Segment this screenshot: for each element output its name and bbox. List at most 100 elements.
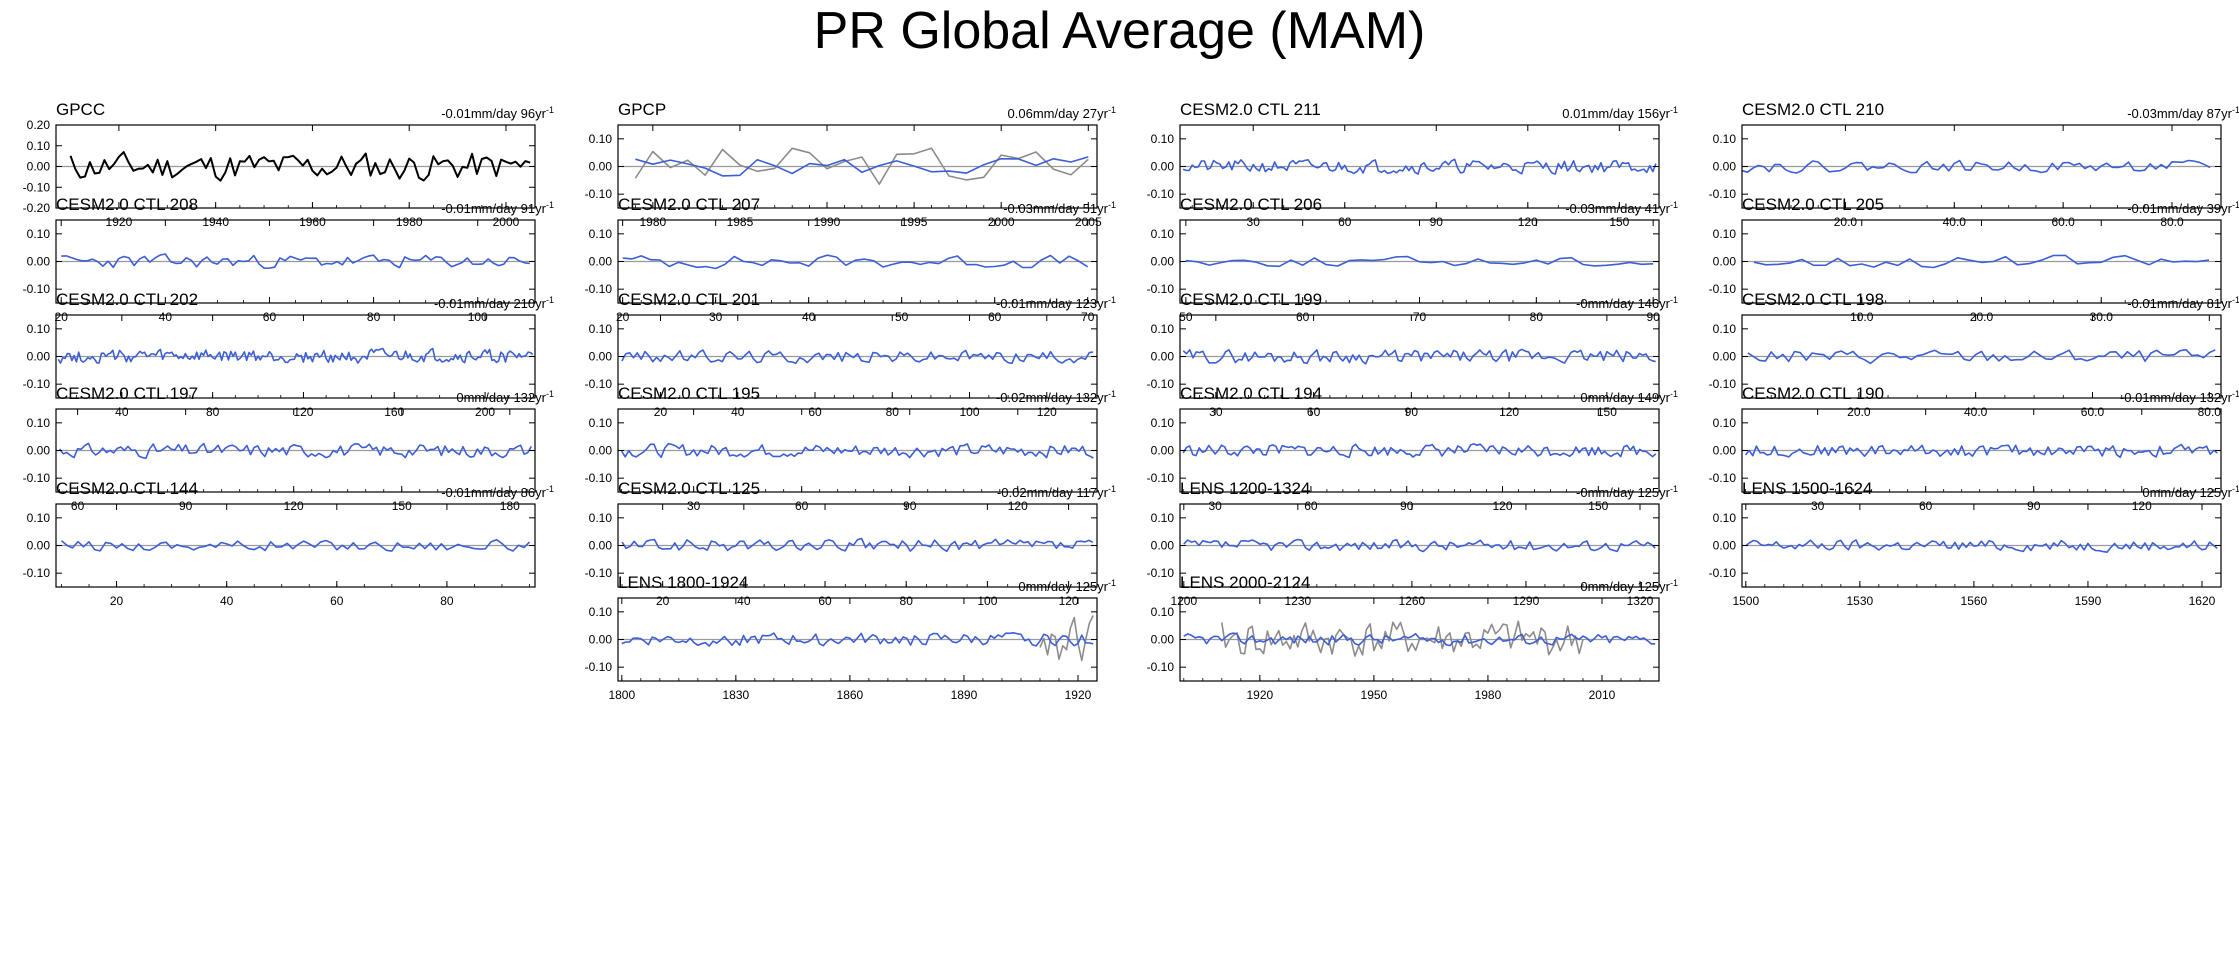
trend-label: 0mm/day 149yr-1 [1580,384,1678,408]
chart-panel: 0.10 0.00 -0.10 20 30 40 50 60 70 CESM2.0 CTL 207… [562,195,1124,325]
panel-title: CESM2.0 CTL 205 [1742,195,1885,214]
panel-plot: 0.10 0.00 -0.10 20 40 60 80 100 [23,219,536,324]
trend-unit: mm/day [463,390,514,405]
y-tick-label: -0.10 [1709,377,1737,391]
y-tick-label: -0.10 [1147,187,1175,201]
x-tick-label: 1980 [1475,688,1502,702]
panel-title: CESM2.0 CTL 194 [1180,384,1323,403]
trend-label: 0mm/day 125yr-1 [2142,479,2239,503]
trend-suffix: yr [535,296,546,311]
x-tick-label: 1980 [396,215,423,229]
y-tick-label: -0.10 [23,282,51,296]
x-tick-label: 120 [2132,499,2152,513]
x-tick-label: 40 [220,594,234,608]
trend-exponent: -1 [545,200,554,210]
trend-suffix: yr [1659,296,1670,311]
chart-panel: 0.10 0.00 -0.10 20 40 60 80 100 120 CESM2.0 CTL 1… [562,479,1124,609]
y-tick-label: -0.10 [1147,471,1175,485]
obs-overlay-line [634,147,1089,185]
panel-title: CESM2.0 CTL 125 [618,479,761,498]
y-tick-label: -0.10 [585,566,613,580]
panel-title: GPCP [618,100,667,119]
panel-plot: 0.10 0.00 -0.10 1500 1530 1560 1590 1620 [1709,503,2222,608]
trend-suffix: yr [1097,106,1108,121]
trend-label: -0.01mm/day 86yr-1 [441,479,554,503]
y-tick-label: 0.10 [1713,322,1737,336]
model-series-line [60,538,531,552]
trend-span: 117 [1076,485,1098,500]
trend-span: 87 [2206,106,2222,121]
y-tick-label: -0.10 [23,377,51,391]
y-tick-label: 0.10 [1713,511,1737,525]
trend-suffix: yr [2221,390,2232,405]
x-tick-label: 60 [1304,499,1318,513]
x-tick-label: 1860 [837,688,864,702]
x-tick-label: 30 [1811,499,1825,513]
y-tick-label: 0.10 [1151,132,1175,146]
y-tick-label: -0.10 [585,282,613,296]
trend-label: 0mm/day 125yr-1 [1018,573,1116,597]
model-series-line [1185,255,1654,268]
chart-panel: 0.10 0.00 -0.10 30 60 90 120 CESM2.0 CTL 195 -0.… [562,384,1124,514]
chart-panel: 0.10 0.00 -0.10 60 90 120 150 180 CESM2.0 CTL 19… [0,384,562,514]
y-tick-label: 0.10 [1713,132,1737,146]
y-tick-label: -0.10 [585,660,613,674]
y-tick-label: -0.10 [1147,282,1175,296]
chart-panel: 0.10 0.00 -0.10 10.0 20.0 30.0 CESM2.0 CTL 205… [1686,195,2239,325]
panel-title: CESM2.0 CTL 202 [56,290,199,309]
trend-label: -0.01mm/day 123yr-1 [996,290,1116,314]
x-tick-label: 30 [687,499,701,513]
model-series-line [1182,348,1656,365]
trend-suffix: yr [1659,201,1670,216]
y-tick-label: 0.00 [589,444,613,458]
y-tick-label: 0.10 [589,227,613,241]
x-tick-label: 120 [1493,499,1513,513]
y-tick-label: 0.00 [27,444,51,458]
trend-unit: mm/day [2156,201,2207,216]
y-tick-label: -0.10 [1147,660,1175,674]
panel-plot: 0.10 0.00 -0.10 20.0 40.0 60.0 80.0 [1709,124,2222,229]
x-tick-label: 20.0 [1834,215,1858,229]
trend-exponent: -1 [545,389,554,399]
trend-label: -0.03mm/day 87yr-1 [2127,100,2239,124]
trend-exponent: -1 [1669,105,1678,115]
trend-label: -0.01mm/day 81yr-1 [2127,290,2239,314]
panel-plot: 0.10 0.00 -0.10 1920 1950 1980 2010 [1147,597,1660,702]
x-tick-label: 40 [802,310,816,324]
panel-title: CESM2.0 CTL 201 [618,290,761,309]
x-tick-label: 2000 [493,215,520,229]
x-tick-label: 60 [1296,310,1310,324]
trend-label: -0.01mm/day 96yr-1 [441,100,554,124]
y-tick-label: -0.10 [1147,377,1175,391]
chart-panel: 0.10 0.00 -0.10 1500 1530 1560 1590 1620 LENS 15… [1686,479,2239,609]
trend-value: -0.01 [2127,201,2157,216]
trend-exponent: -1 [2231,200,2239,210]
chart-panel: 0.10 0.00 -0.10 1200 1230 1260 1290 1320 LENS 12… [1124,479,1686,609]
chart-panel: 0.10 0.00 -0.10 30 60 90 120 150 CESM2.0 CTL 199… [1124,290,1686,420]
trend-label: 0.01mm/day 156yr-1 [1562,100,1678,124]
x-tick-label: 1890 [951,688,978,702]
x-tick-label: 90 [179,499,193,513]
y-tick-label: 0.10 [27,322,51,336]
panel-title: CESM2.0 CTL 206 [1180,195,1323,214]
trend-exponent: -1 [1669,295,1678,305]
trend-suffix: yr [2221,106,2232,121]
x-tick-label: 90 [1400,499,1414,513]
trend-value: 0 [1018,579,1026,594]
trend-unit: mm/day [470,201,521,216]
model-series-line [57,347,534,364]
y-tick-label: 0.00 [1713,539,1737,553]
y-tick-label: 0.10 [1713,227,1737,241]
trend-suffix: yr [535,106,546,121]
panel-title: LENS 1200-1324 [1180,479,1311,498]
model-series-line [621,349,1094,365]
x-tick-label: 40.0 [1943,215,1967,229]
trend-suffix: yr [1659,390,1670,405]
trend-span: 123 [1075,296,1098,311]
trend-value: -0.03 [1565,201,1595,216]
trend-span: 91 [520,201,536,216]
panel-plot: 0.10 0.00 -0.10 1800 1830 1860 1890 1920 [585,597,1098,702]
